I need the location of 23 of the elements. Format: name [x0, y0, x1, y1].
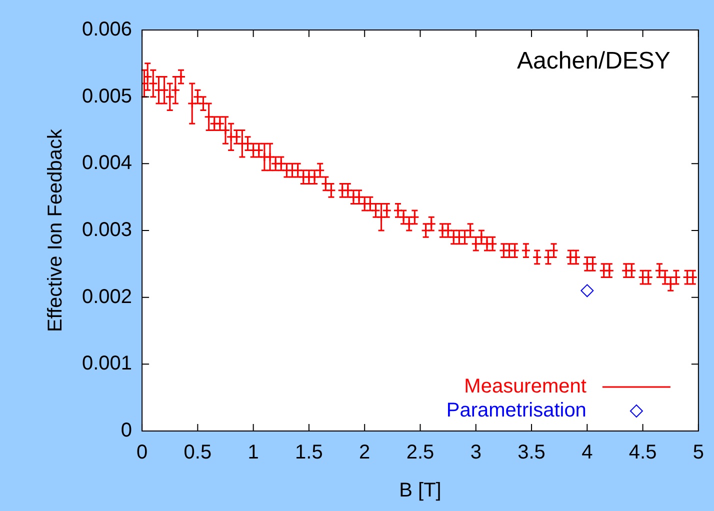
- x-tick-label: 3: [470, 442, 482, 464]
- x-tick-label: 0.5: [184, 442, 212, 464]
- x-tick-label: 4.5: [628, 442, 657, 464]
- y-tick-label: 0.004: [82, 152, 132, 174]
- x-tick-label: 2.5: [406, 442, 434, 464]
- x-tick-label: 1.5: [295, 442, 323, 464]
- legend-label: Measurement: [464, 376, 587, 398]
- x-tick-label: 2: [359, 442, 370, 464]
- x-tick-label: 1: [248, 442, 259, 464]
- y-tick-label: 0.003: [82, 219, 132, 242]
- y-tick-label: 0.002: [82, 286, 132, 308]
- y-tick-label: 0.005: [82, 85, 132, 108]
- y-axis-title: Effective Ion Feedback: [44, 128, 67, 332]
- x-tick-label: 3.5: [518, 442, 546, 464]
- x-tick-label: 0: [136, 442, 148, 464]
- x-tick-label: 5: [692, 442, 704, 464]
- annotation: Aachen/DESY: [517, 48, 670, 75]
- x-tick-label: 4: [582, 442, 593, 464]
- y-tick-label: 0.001: [82, 352, 132, 375]
- x-axis-title: B [T]: [399, 480, 442, 502]
- y-tick-label: 0.006: [82, 18, 132, 41]
- y-tick-label: 0: [120, 420, 132, 442]
- legend-label: Parametrisation: [446, 400, 586, 422]
